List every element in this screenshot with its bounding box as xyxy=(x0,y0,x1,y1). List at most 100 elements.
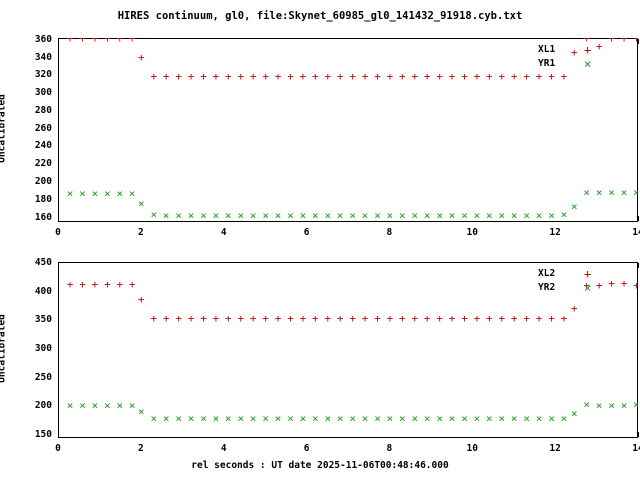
data-point-yr1: × xyxy=(386,208,394,222)
data-point-xl1: + xyxy=(461,70,468,84)
data-point-yr1: × xyxy=(399,208,406,222)
legend-marker-yr1: × xyxy=(584,57,592,71)
data-point-xl1: + xyxy=(162,70,170,84)
data-point-xl1: + xyxy=(212,70,220,84)
legend-label-yr2: YR2 xyxy=(538,282,556,293)
top-y-tick-label: 180 xyxy=(34,193,52,205)
data-point-xl2: + xyxy=(523,312,530,326)
data-point-xl2: + xyxy=(312,312,319,326)
data-point-xl2: + xyxy=(66,277,74,291)
data-point-yr1: × xyxy=(436,208,443,222)
data-point-xl2: + xyxy=(336,312,344,326)
data-point-yr2: × xyxy=(324,412,332,426)
data-point-yr1: × xyxy=(510,208,518,222)
data-point-yr2: × xyxy=(461,412,468,426)
legend-label-xl1: XL1 xyxy=(538,44,556,55)
data-point-yr1: × xyxy=(448,208,456,222)
data-point-xl1: + xyxy=(138,50,145,64)
data-point-yr1: × xyxy=(150,207,158,221)
data-point-xl2: + xyxy=(287,312,294,326)
data-point-yr2: × xyxy=(560,412,568,426)
data-point-xl2: + xyxy=(386,312,394,326)
data-point-xl2: + xyxy=(361,312,369,326)
data-point-yr2: × xyxy=(336,412,344,426)
data-point-xl1: + xyxy=(312,70,319,84)
data-point-yr1: × xyxy=(535,208,543,222)
data-point-yr2: × xyxy=(349,412,356,426)
data-point-xl2: + xyxy=(633,278,638,292)
data-point-xl2: + xyxy=(104,277,111,291)
data-point-yr1: × xyxy=(128,186,136,200)
data-point-xl1: + xyxy=(436,70,443,84)
data-point-yr1: × xyxy=(374,208,381,222)
data-point-yr2: × xyxy=(212,412,220,426)
data-point-xl2: + xyxy=(249,312,257,326)
data-point-xl2: + xyxy=(128,277,136,291)
data-point-yr2: × xyxy=(361,412,369,426)
data-point-yr1: × xyxy=(200,208,207,222)
data-point-xl2: + xyxy=(79,277,86,291)
data-point-xl1: + xyxy=(595,39,603,53)
data-point-yr1: × xyxy=(299,208,307,222)
legend-marker-xl1: + xyxy=(584,43,592,57)
data-point-xl1: + xyxy=(411,70,419,84)
data-point-yr1: × xyxy=(175,208,182,222)
bottom-x-tick-label: 6 xyxy=(303,443,310,454)
data-point-yr1: × xyxy=(287,208,294,222)
bottom-x-tick-mark xyxy=(638,432,639,437)
bottom-x-tick-label: 12 xyxy=(549,443,561,454)
data-point-xl1: + xyxy=(523,70,530,84)
data-point-xl1: + xyxy=(498,70,506,84)
data-point-xl1: + xyxy=(361,70,369,84)
data-point-yr2: × xyxy=(287,412,294,426)
data-point-xl1: + xyxy=(448,70,456,84)
data-point-xl2: + xyxy=(548,312,555,326)
data-point-yr1: × xyxy=(162,208,170,222)
bottom-y-tick-label: 400 xyxy=(34,285,52,297)
bottom-y-tick-label: 450 xyxy=(34,257,52,269)
data-point-xl1: + xyxy=(128,38,136,45)
data-point-yr2: × xyxy=(620,398,628,412)
data-point-xl1: + xyxy=(473,70,481,84)
data-point-xl1: + xyxy=(510,70,518,84)
data-point-yr2: × xyxy=(274,412,282,426)
data-point-yr2: × xyxy=(312,412,319,426)
data-point-yr2: × xyxy=(175,412,182,426)
data-point-yr1: × xyxy=(633,185,638,199)
data-point-xl2: + xyxy=(299,312,307,326)
data-point-yr1: × xyxy=(461,208,468,222)
top-y-tick-label: 220 xyxy=(34,158,52,170)
data-point-yr1: × xyxy=(116,186,124,200)
data-point-yr2: × xyxy=(104,398,111,412)
legend-label-xl2: XL2 xyxy=(538,268,556,279)
data-point-yr1: × xyxy=(570,199,578,213)
data-point-xl2: + xyxy=(510,312,518,326)
data-point-yr1: × xyxy=(138,197,145,211)
data-point-xl2: + xyxy=(200,312,207,326)
data-point-yr1: × xyxy=(262,208,269,222)
top-y-tick-label: 240 xyxy=(34,140,52,152)
data-point-xl1: + xyxy=(274,70,282,84)
data-point-xl1: + xyxy=(535,70,543,84)
top-x-tick-mark-top xyxy=(638,39,639,44)
data-point-xl2: + xyxy=(237,312,245,326)
top-x-tick-label: 10 xyxy=(466,227,478,238)
data-point-xl1: + xyxy=(249,70,257,84)
data-point-yr2: × xyxy=(116,398,124,412)
data-point-xl1: + xyxy=(287,70,294,84)
data-point-yr2: × xyxy=(436,412,443,426)
data-point-yr2: × xyxy=(448,412,456,426)
data-point-yr2: × xyxy=(200,412,207,426)
data-point-xl2: + xyxy=(535,312,543,326)
bottom-x-tick-label: 10 xyxy=(466,443,478,454)
data-point-xl1: + xyxy=(620,38,628,45)
data-point-xl2: + xyxy=(374,312,381,326)
data-point-xl1: + xyxy=(175,70,182,84)
data-point-xl1: + xyxy=(349,70,356,84)
data-point-yr1: × xyxy=(361,208,369,222)
top-y-tick-label: 320 xyxy=(34,69,52,81)
data-point-yr2: × xyxy=(225,412,232,426)
data-point-xl1: + xyxy=(570,46,578,60)
data-point-yr2: × xyxy=(79,398,86,412)
